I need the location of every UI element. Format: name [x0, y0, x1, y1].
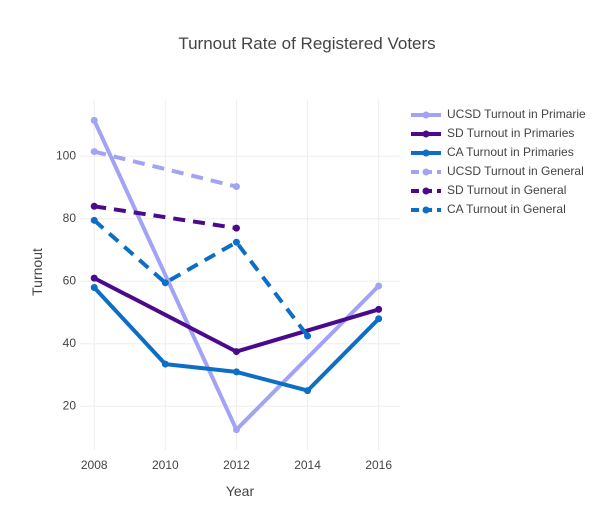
legend-marker	[422, 130, 430, 138]
data-point	[232, 224, 240, 232]
series-5	[90, 216, 312, 340]
data-point	[232, 238, 240, 246]
legend-marker	[422, 206, 430, 214]
data-point	[304, 332, 312, 340]
legend-item[interactable]: UCSD Turnout in General	[411, 164, 584, 178]
data-point	[90, 202, 98, 210]
legend-item[interactable]: SD Turnout in Primaries	[411, 126, 574, 140]
legend-label: CA Turnout in Primaries	[447, 145, 574, 159]
x-tick-label: 2016	[365, 458, 392, 472]
data-point	[90, 216, 98, 224]
grid	[80, 100, 400, 450]
data-point	[232, 426, 240, 434]
chart-title: Turnout Rate of Registered Voters	[178, 34, 435, 53]
legend[interactable]: UCSD Turnout in Primarie SD Turnout in Pr…	[411, 107, 586, 216]
legend-item[interactable]: UCSD Turnout in Primarie	[411, 107, 586, 121]
y-axis-ticks: 20 40 60 80 100	[56, 148, 76, 412]
y-axis-title: Turnout	[29, 248, 45, 296]
data-point	[161, 360, 169, 368]
legend-label: UCSD Turnout in Primarie	[447, 107, 586, 121]
y-tick-label: 80	[63, 211, 77, 225]
series-3	[90, 148, 240, 191]
x-tick-label: 2014	[294, 458, 321, 472]
series-line	[93, 204, 237, 231]
data-point	[161, 279, 169, 287]
legend-marker	[422, 111, 430, 119]
data-point	[375, 305, 383, 313]
x-tick-label: 2010	[152, 458, 179, 472]
series-line	[93, 149, 237, 189]
x-axis-title: Year	[226, 483, 255, 499]
y-tick-label: 20	[63, 398, 77, 412]
legend-label: UCSD Turnout in General	[447, 164, 584, 178]
data-point	[375, 282, 383, 290]
legend-marker	[422, 168, 430, 176]
legend-label: CA Turnout in General	[447, 202, 566, 216]
x-axis-ticks: 2008 2010 2012 2014 2016	[81, 458, 392, 472]
y-tick-label: 60	[63, 273, 77, 287]
legend-marker	[422, 187, 430, 195]
series-0	[90, 116, 383, 434]
data-point	[232, 348, 240, 356]
data-point	[90, 148, 98, 156]
legend-label: SD Turnout in General	[447, 183, 566, 197]
data-point	[304, 387, 312, 395]
series-4	[90, 202, 240, 232]
data-point	[232, 183, 240, 191]
data-point	[375, 315, 383, 323]
legend-item[interactable]: SD Turnout in General	[411, 183, 566, 197]
data-point	[90, 274, 98, 282]
series-1	[90, 274, 383, 356]
y-tick-label: 100	[56, 148, 76, 162]
legend-item[interactable]: CA Turnout in General	[411, 202, 566, 216]
series-line	[92, 218, 310, 338]
legend-item[interactable]: CA Turnout in Primaries	[411, 145, 574, 159]
series-layer	[90, 116, 383, 434]
y-tick-label: 40	[63, 336, 77, 350]
data-point	[90, 116, 98, 124]
x-tick-label: 2012	[223, 458, 250, 472]
data-point	[232, 368, 240, 376]
x-tick-label: 2008	[81, 458, 108, 472]
data-point	[90, 284, 98, 291]
series-2	[90, 284, 383, 395]
legend-marker	[422, 149, 430, 157]
legend-label: SD Turnout in Primaries	[447, 126, 574, 140]
